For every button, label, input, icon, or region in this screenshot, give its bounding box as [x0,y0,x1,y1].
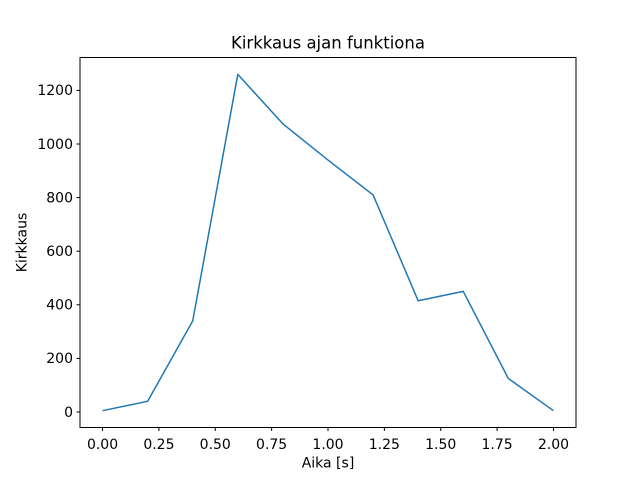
x-tick-label: 1.00 [312,437,343,453]
x-tick-label: 0.25 [143,437,174,453]
y-axis-ticks: 0 200 400 600 800 1000 1200 [37,83,80,421]
plot-frame [79,57,577,428]
y-tick-label: 0 [64,405,73,421]
series-line [102,73,554,412]
x-tick-label: 0.00 [87,437,118,453]
x-axis-ticks: 0.00 0.25 0.50 0.75 1.00 1.25 1.50 1.75 2.00 [87,427,569,453]
x-tick-label: 1.50 [425,437,456,453]
y-tick-label: 800 [46,190,73,206]
y-axis-label: Kirkkaus [15,213,31,273]
x-tick-label: 2.00 [538,437,569,453]
x-tick-label: 0.50 [200,437,231,453]
chart-title: Kirkkaus ajan funktiona [231,34,425,53]
x-tick-label: 1.25 [369,437,400,453]
y-tick-label: 1000 [37,137,73,153]
y-tick-label: 200 [46,351,73,367]
axes-spine [79,57,577,428]
x-tick-label: 0.75 [256,437,287,453]
y-tick-label: 600 [46,244,73,260]
x-axis-label: Aika [s] [302,456,355,472]
x-tick-label: 1.75 [482,437,513,453]
y-tick-label: 1200 [37,83,73,99]
data-series [102,73,554,412]
y-tick-label: 400 [46,298,73,314]
